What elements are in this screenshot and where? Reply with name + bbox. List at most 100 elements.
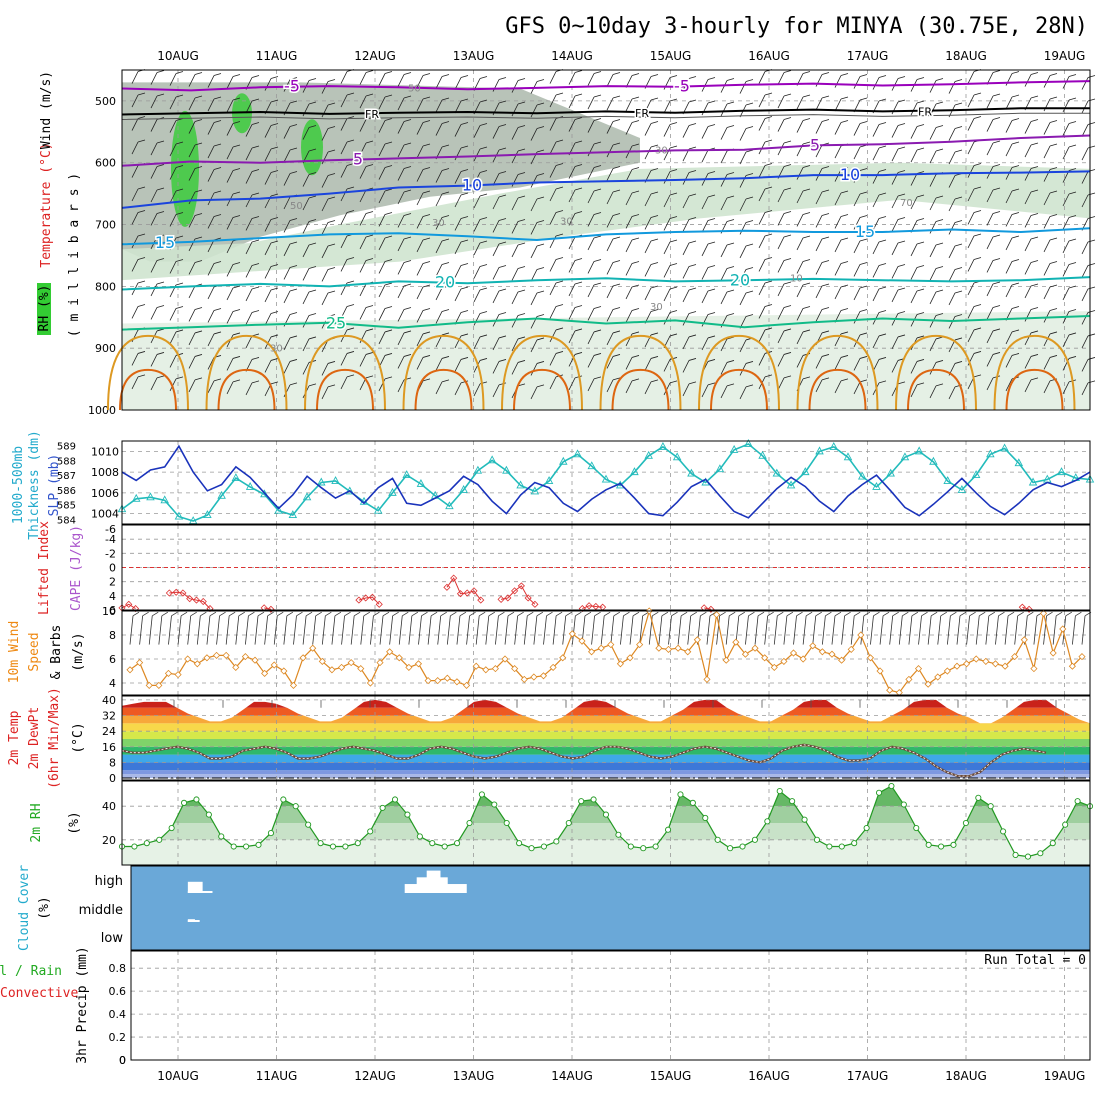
li-tick-label: 4 <box>109 590 116 603</box>
rh-point <box>329 843 337 850</box>
wind-barb-flag <box>536 126 545 129</box>
wind-barb-flag <box>308 336 317 340</box>
wind-barb <box>929 268 937 281</box>
y-tick-label: 900 <box>95 342 116 355</box>
wind-barb <box>321 198 329 212</box>
wind-speed-point <box>424 677 432 685</box>
isotherm-35 <box>710 368 768 411</box>
wind-barb-flag <box>1011 188 1020 192</box>
wind-barb <box>485 615 490 645</box>
temperature-band <box>122 762 1090 771</box>
wind-barb-flag <box>175 282 184 286</box>
precip-tick-label: 0 <box>119 1054 126 1067</box>
rh-contour-label: 30 <box>432 218 445 229</box>
wind-barb-flag <box>213 331 222 335</box>
wind-barb-flag <box>688 381 697 385</box>
wind-speed-point <box>674 644 682 652</box>
wind-barb <box>644 287 652 301</box>
wind-barb <box>511 103 519 117</box>
rh-point <box>280 796 287 803</box>
wind-barb-flag <box>745 126 754 129</box>
rh-point <box>751 836 758 843</box>
rh-light-shade <box>122 162 1090 281</box>
wind-barb-flag <box>603 611 611 617</box>
wind-barb-flag <box>878 145 887 149</box>
wind-barb-flag <box>593 94 602 98</box>
wind-barb-flag <box>1049 143 1058 147</box>
rh-point <box>528 845 535 852</box>
cloud-block <box>187 920 200 922</box>
wind-barb <box>663 312 671 325</box>
wind-barb-flag <box>1011 306 1020 309</box>
wind-barb-flag <box>612 307 621 310</box>
wind-barb <box>1005 237 1013 251</box>
rh-point <box>677 791 684 798</box>
wind-barb <box>504 615 509 645</box>
wind-barb-flag <box>488 611 496 617</box>
date-label-bottom: 14AUG <box>551 1069 593 1083</box>
thickness-line-point <box>331 476 340 484</box>
wind-barb <box>473 195 481 209</box>
wind-barb-flag <box>1011 118 1020 121</box>
wind-barb <box>682 195 690 209</box>
wind-barb <box>929 244 937 258</box>
wind-barb-flag <box>612 283 621 287</box>
wind-barb-flag <box>384 353 393 356</box>
wind-barb-flag <box>460 216 469 219</box>
wind-barb <box>378 96 386 110</box>
lifted-index-point <box>477 596 485 604</box>
wind-barb <box>777 189 785 203</box>
wind-barb-flag <box>650 97 659 101</box>
wind-barb-flag <box>308 219 317 222</box>
thickness-line-point <box>516 480 525 489</box>
wind-barb-flag <box>479 334 488 338</box>
wind-barb <box>359 283 367 297</box>
wind-barb-flag <box>1087 286 1096 290</box>
wind-speed-point <box>991 660 1000 668</box>
wind-barb-flag <box>783 258 792 261</box>
wind-barb-flag <box>998 611 1005 617</box>
wind-barb <box>454 124 462 137</box>
wind-speed-point <box>193 660 201 668</box>
wind-barb <box>682 360 690 373</box>
wind-barb-flag <box>555 304 564 307</box>
wind-barb <box>796 96 804 110</box>
wind-barb-flag <box>1068 121 1077 124</box>
wind-barb-flag <box>527 611 534 617</box>
wind-barb-flag <box>1068 215 1077 218</box>
lifted-index-point <box>456 590 465 598</box>
wind-barb-flag <box>270 193 279 197</box>
wind-barb <box>397 379 405 393</box>
wind-speed-point <box>1049 649 1057 657</box>
rh-point <box>739 843 746 850</box>
wind-barb <box>340 188 348 202</box>
rh-point <box>317 840 324 847</box>
panel-frame <box>121 610 1091 696</box>
wind-barb <box>389 615 394 645</box>
rh-point <box>863 824 870 832</box>
wind-barb-flag <box>707 194 716 198</box>
wind-barb-flag <box>631 190 640 194</box>
wind-speed-point <box>578 637 586 645</box>
wind-barb-flag <box>613 611 621 617</box>
wind-barb-flag <box>854 611 861 617</box>
wind-barb-flag <box>156 375 165 379</box>
wind-barb-flag <box>783 164 792 167</box>
wind-barb <box>758 94 766 108</box>
wind-barb-flag <box>688 193 697 197</box>
wind-barb-flag <box>498 265 507 268</box>
wind-barb <box>454 335 462 349</box>
wind-barb <box>929 315 937 328</box>
wind-barb <box>587 331 595 345</box>
wind-barb <box>435 311 443 324</box>
isotherm-35 <box>1005 368 1064 411</box>
wind-barb <box>302 362 310 375</box>
wind-barb <box>872 241 880 255</box>
wind-barb <box>758 282 766 296</box>
wind-barb-flag <box>213 167 222 170</box>
wind-barb <box>625 216 633 229</box>
wind-speed-point <box>337 663 346 671</box>
wind-barb <box>226 170 234 183</box>
thickness-line-point <box>288 510 298 519</box>
rh-contour-label: 30 <box>270 343 283 354</box>
